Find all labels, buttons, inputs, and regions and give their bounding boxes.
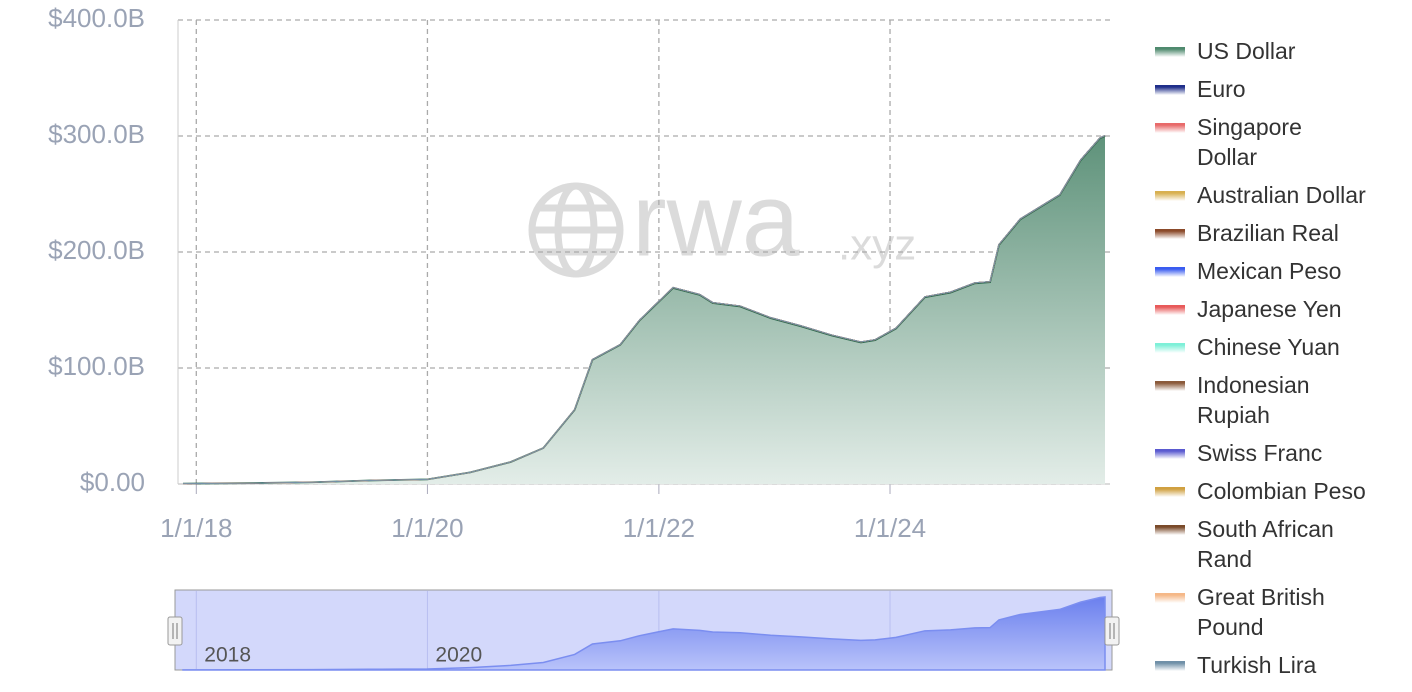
legend-swatch: [1155, 229, 1185, 239]
x-tick-label: 1/1/22: [623, 513, 695, 543]
chart: rwa .xyz $0.00 $100.0B $200.0B $300.0B $400.…: [48, 3, 1120, 671]
watermark-suffix: .xyz: [838, 221, 916, 270]
navigator-handle: [167, 616, 183, 646]
y-tick-label: $200.0B: [48, 235, 145, 265]
legend-label: Singapore Dollar: [1197, 114, 1302, 170]
legend-swatch: [1155, 85, 1185, 95]
legend-item[interactable]: Brazilian Real: [1155, 218, 1405, 248]
watermark-text: rwa: [632, 162, 800, 278]
legend-swatch: [1155, 593, 1185, 603]
legend-swatch: [1155, 661, 1185, 671]
y-tick-label: $400.0B: [48, 3, 145, 33]
legend-swatch: [1155, 449, 1185, 459]
legend-label: Japanese Yen: [1197, 296, 1342, 322]
navigator-area: [182, 596, 1106, 671]
legend-label: Australian Dollar: [1197, 182, 1366, 208]
x-tick-label: 1/1/20: [391, 513, 463, 543]
legend-item[interactable]: Euro: [1155, 74, 1405, 104]
legend-label: Great British Pound: [1197, 584, 1325, 640]
legend-swatch: [1155, 47, 1185, 57]
legend-swatch: [1155, 191, 1185, 201]
legend-item[interactable]: Great British Pound: [1155, 582, 1405, 642]
x-tick-label: 1/1/18: [160, 513, 232, 543]
watermark: rwa .xyz: [528, 162, 916, 278]
legend-label: Mexican Peso: [1197, 258, 1342, 284]
globe-icon: [528, 182, 624, 278]
x-tick-label: 1/1/24: [854, 513, 926, 543]
legend-item[interactable]: Chinese Yuan: [1155, 332, 1405, 362]
legend-swatch: [1155, 123, 1185, 133]
navigator-label: 2020: [435, 644, 482, 667]
legend-item[interactable]: Colombian Peso: [1155, 476, 1405, 506]
legend-label: Turkish Lira: [1197, 652, 1317, 678]
legend-swatch: [1155, 381, 1185, 391]
legend-item[interactable]: South African Rand: [1155, 514, 1405, 574]
legend-label: Swiss Franc: [1197, 440, 1323, 466]
navigator-handle: [1104, 616, 1120, 646]
legend-swatch: [1155, 343, 1185, 353]
legend-label: Brazilian Real: [1197, 220, 1339, 246]
legend-swatch: [1155, 525, 1185, 535]
legend-item[interactable]: Indonesian Rupiah: [1155, 370, 1405, 430]
legend-item[interactable]: Mexican Peso: [1155, 256, 1405, 286]
legend-item[interactable]: Japanese Yen: [1155, 294, 1405, 324]
legend-item[interactable]: Turkish Lira: [1155, 650, 1405, 680]
legend-swatch: [1155, 305, 1185, 315]
area: [183, 136, 1105, 484]
legend-label: Chinese Yuan: [1197, 334, 1340, 360]
legend-label: US Dollar: [1197, 38, 1296, 64]
legend-item[interactable]: Australian Dollar: [1155, 180, 1405, 210]
y-tick-label: $100.0B: [48, 351, 145, 381]
legend-label: South African Rand: [1197, 516, 1334, 572]
y-tick-label: $300.0B: [48, 119, 145, 149]
legend-swatch: [1155, 267, 1185, 277]
legend-item[interactable]: US Dollar: [1155, 36, 1405, 66]
legend-label: Euro: [1197, 76, 1246, 102]
legend-item[interactable]: Swiss Franc: [1155, 438, 1405, 468]
legend-label: Indonesian Rupiah: [1197, 372, 1310, 428]
legend-swatch: [1155, 487, 1185, 497]
legend: US Dollar Euro Singapore Dollar Australian …: [1155, 36, 1405, 688]
y-tick-label: $0.00: [80, 467, 145, 497]
area-line: [182, 134, 1106, 485]
legend-item[interactable]: Singapore Dollar: [1155, 112, 1405, 172]
legend-label: Colombian Peso: [1197, 478, 1366, 504]
navigator-label: 2018: [204, 644, 251, 667]
